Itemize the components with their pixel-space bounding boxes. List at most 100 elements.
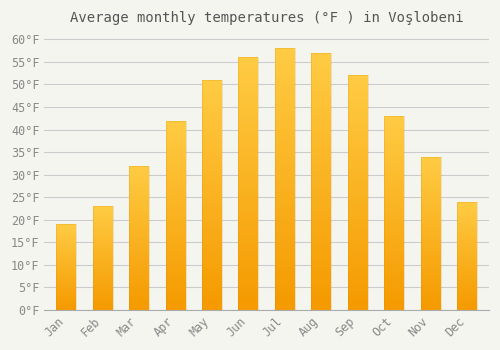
Bar — [348, 286, 368, 289]
Bar — [92, 253, 113, 254]
Bar — [457, 207, 477, 208]
Bar — [92, 223, 113, 224]
Bar — [238, 300, 258, 303]
Bar — [92, 241, 113, 243]
Bar — [166, 175, 186, 177]
Bar — [275, 212, 295, 215]
Bar — [129, 203, 149, 205]
Bar — [238, 262, 258, 266]
Bar — [56, 240, 76, 241]
Bar — [238, 64, 258, 67]
Bar — [166, 151, 186, 154]
Bar — [129, 263, 149, 265]
Bar — [348, 134, 368, 137]
Bar — [420, 308, 440, 310]
Bar — [129, 236, 149, 238]
Bar — [457, 283, 477, 284]
Bar — [92, 273, 113, 275]
Bar — [202, 215, 222, 218]
Bar — [348, 76, 368, 78]
Bar — [457, 289, 477, 291]
Bar — [238, 215, 258, 218]
Bar — [275, 176, 295, 179]
Bar — [166, 281, 186, 284]
Bar — [238, 269, 258, 272]
Bar — [457, 234, 477, 236]
Bar — [56, 293, 76, 294]
Bar — [238, 285, 258, 288]
Bar — [238, 120, 258, 124]
Bar — [56, 307, 76, 308]
Bar — [348, 178, 368, 181]
Bar — [202, 189, 222, 192]
Bar — [420, 216, 440, 218]
Bar — [275, 75, 295, 78]
Bar — [312, 95, 332, 98]
Bar — [166, 210, 186, 213]
Bar — [238, 231, 258, 234]
Bar — [275, 189, 295, 192]
Bar — [457, 271, 477, 272]
Bar — [166, 276, 186, 279]
Bar — [348, 84, 368, 87]
Bar — [457, 217, 477, 218]
Bar — [56, 278, 76, 279]
Bar — [202, 206, 222, 209]
Bar — [166, 236, 186, 239]
Bar — [129, 292, 149, 294]
Bar — [166, 189, 186, 191]
Bar — [457, 291, 477, 292]
Bar — [420, 156, 440, 159]
Bar — [348, 239, 368, 243]
Bar — [238, 193, 258, 196]
Bar — [384, 252, 404, 254]
Bar — [202, 91, 222, 95]
Bar — [348, 96, 368, 99]
Bar — [166, 303, 186, 305]
Bar — [202, 169, 222, 172]
Bar — [312, 172, 332, 175]
Bar — [238, 76, 258, 79]
Bar — [92, 212, 113, 214]
Bar — [384, 181, 404, 184]
Bar — [384, 295, 404, 298]
Bar — [312, 204, 332, 207]
Bar — [275, 143, 295, 146]
Bar — [420, 304, 440, 306]
Bar — [202, 80, 222, 83]
Bar — [275, 78, 295, 81]
Bar — [348, 260, 368, 263]
Bar — [457, 253, 477, 254]
Bar — [166, 182, 186, 184]
Bar — [92, 297, 113, 298]
Bar — [312, 149, 332, 153]
Bar — [420, 160, 440, 162]
Bar — [56, 296, 76, 297]
Bar — [457, 226, 477, 227]
Bar — [238, 57, 258, 61]
Bar — [202, 264, 222, 267]
Bar — [384, 157, 404, 160]
Bar — [420, 298, 440, 300]
Bar — [457, 261, 477, 262]
Bar — [202, 272, 222, 275]
Bar — [166, 270, 186, 272]
Bar — [166, 229, 186, 232]
Bar — [312, 274, 332, 278]
Bar — [384, 201, 404, 203]
Bar — [56, 268, 76, 269]
Bar — [92, 284, 113, 285]
Bar — [129, 270, 149, 272]
Bar — [56, 264, 76, 265]
Bar — [312, 303, 332, 307]
Bar — [238, 152, 258, 155]
Bar — [420, 166, 440, 168]
Bar — [312, 114, 332, 117]
Bar — [129, 288, 149, 290]
Bar — [202, 289, 222, 293]
Bar — [457, 303, 477, 304]
Bar — [420, 210, 440, 212]
Bar — [129, 286, 149, 288]
Bar — [56, 236, 76, 237]
Bar — [275, 277, 295, 280]
